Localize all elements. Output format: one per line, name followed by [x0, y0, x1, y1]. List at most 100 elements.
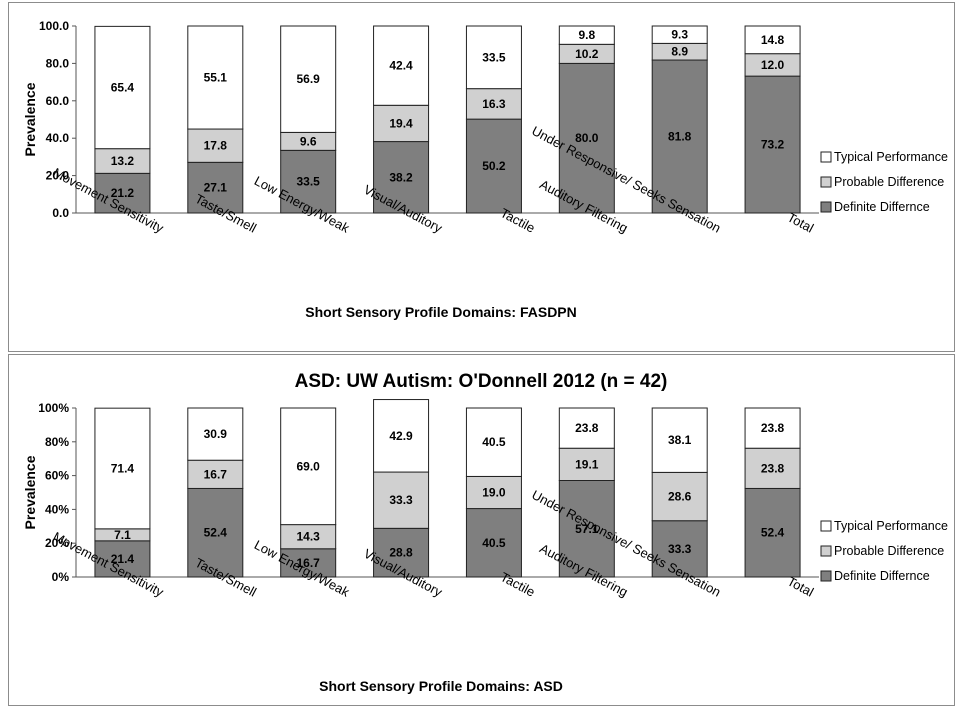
data-label: 19.4 — [389, 116, 413, 130]
y-axis-title: Prevalence — [22, 82, 38, 156]
data-label: 23.8 — [761, 421, 785, 435]
data-label: 16.7 — [204, 467, 228, 481]
bar-segment — [465, 25, 522, 90]
chart-fasdpn: 0.0 20.0 40.0 60.0 80.0 100.0 Prevalence 21.2 13… — [22, 19, 948, 320]
legend-swatch — [820, 151, 832, 163]
bar-segment — [373, 141, 430, 214]
data-label: 16.3 — [482, 97, 506, 111]
y-tick-label: 40% — [45, 502, 69, 516]
data-label: 9.6 — [300, 134, 317, 148]
bar-segment — [187, 407, 244, 461]
bar-segment — [465, 475, 522, 510]
bar-segment — [94, 407, 151, 530]
bar-segment — [465, 508, 522, 578]
bar-segment — [744, 447, 801, 489]
bar-segment — [187, 25, 244, 130]
bar-segment — [94, 148, 151, 174]
legend-label: Typical Performance — [834, 150, 948, 164]
data-label: 33.5 — [297, 175, 321, 189]
bar-segment — [558, 25, 615, 45]
y-tick-label: 20% — [45, 536, 69, 550]
data-label: 12.0 — [761, 58, 785, 72]
bar-segment — [280, 524, 337, 550]
chart-title: ASD: UW Autism: O'Donnell 2012 (n = 42) — [295, 371, 668, 392]
bar-segment — [280, 149, 337, 214]
y-tick-label: 20.0 — [46, 169, 70, 183]
legend-label: Probable Difference — [834, 544, 944, 558]
bar-segment — [280, 548, 337, 578]
bar-segment — [558, 62, 615, 214]
data-label: 27.1 — [204, 181, 228, 195]
bar-segment — [94, 540, 151, 578]
data-label: 71.4 — [111, 462, 135, 476]
data-label: 17.8 — [204, 139, 228, 153]
data-label: 10.2 — [575, 47, 599, 61]
bar-segment — [373, 399, 430, 473]
bar-segment — [465, 118, 522, 214]
data-label: 14.3 — [297, 530, 321, 544]
data-label: 81.8 — [668, 130, 692, 144]
bar-segment — [651, 471, 708, 522]
data-label: 14.8 — [761, 33, 785, 47]
y-tick-label: 100% — [38, 401, 69, 415]
data-label: 40.5 — [482, 536, 506, 550]
data-label: 13.2 — [111, 154, 135, 168]
data-label: 23.8 — [761, 461, 785, 475]
data-label: 56.9 — [297, 72, 321, 86]
bar-segment — [373, 104, 430, 143]
data-label: 80.0 — [575, 131, 599, 145]
data-label: 55.1 — [204, 71, 228, 85]
bar-segment — [558, 480, 615, 578]
chart-asd: ASD: UW Autism: O'Donnell 2012 (n = 42) 0… — [22, 371, 948, 694]
bar-segment — [465, 88, 522, 120]
chart-panel-fasdpn: 0.0 20.0 40.0 60.0 80.0 100.0 Prevalence 21.2 13… — [8, 2, 955, 352]
data-label: 7.1 — [114, 528, 131, 542]
bar-segment — [744, 407, 801, 449]
bar-segment — [651, 520, 708, 578]
y-axis-title: Prevalence — [22, 455, 38, 529]
y-tick-label: 0% — [52, 570, 70, 584]
x-axis-title: Short Sensory Profile Domains: FASDPN — [305, 304, 577, 320]
data-label: 42.9 — [389, 429, 413, 443]
bar-segment — [744, 25, 801, 55]
bar-segment — [744, 75, 801, 214]
y-tick-label: 80.0 — [46, 56, 70, 70]
y-tick-label: 100.0 — [39, 19, 69, 33]
legend-label: Definite Differnce — [834, 569, 930, 583]
data-label: 21.2 — [111, 186, 135, 200]
data-label: 19.0 — [482, 486, 506, 500]
bar-segment — [651, 407, 708, 473]
bar-segment — [187, 459, 244, 489]
data-label: 16.7 — [297, 556, 321, 570]
data-label: 33.3 — [668, 542, 692, 556]
bar-segment — [651, 59, 708, 214]
data-label: 19.1 — [575, 457, 599, 471]
legend-swatch — [820, 520, 832, 532]
data-label: 52.4 — [761, 526, 785, 540]
data-label: 38.1 — [668, 433, 692, 447]
data-label: 9.3 — [671, 28, 688, 42]
data-label: 50.2 — [482, 159, 506, 173]
legend-label: Typical Performance — [834, 519, 948, 533]
legend-swatch — [820, 201, 832, 213]
bar-segment — [465, 407, 522, 477]
bar-segment — [558, 407, 615, 449]
legend-swatch — [820, 545, 832, 557]
legend-label: Definite Differnce — [834, 200, 930, 214]
data-label: 28.6 — [668, 490, 692, 504]
data-label: 57.1 — [575, 522, 599, 536]
data-label: 28.8 — [389, 546, 413, 560]
bar-segment — [373, 25, 430, 106]
data-label: 42.4 — [389, 59, 413, 73]
bar-segment — [187, 487, 244, 578]
data-label: 8.9 — [671, 45, 688, 59]
chart-panel-asd: ASD: UW Autism: O'Donnell 2012 (n = 42) 0… — [8, 354, 955, 706]
data-label: 40.5 — [482, 435, 506, 449]
data-label: 73.2 — [761, 138, 785, 152]
bar-segment — [558, 447, 615, 482]
data-label: 69.0 — [297, 459, 321, 473]
bar-segment — [280, 407, 337, 526]
legend-swatch — [820, 570, 832, 582]
bar-segment — [373, 527, 430, 578]
data-label: 52.4 — [204, 526, 228, 540]
